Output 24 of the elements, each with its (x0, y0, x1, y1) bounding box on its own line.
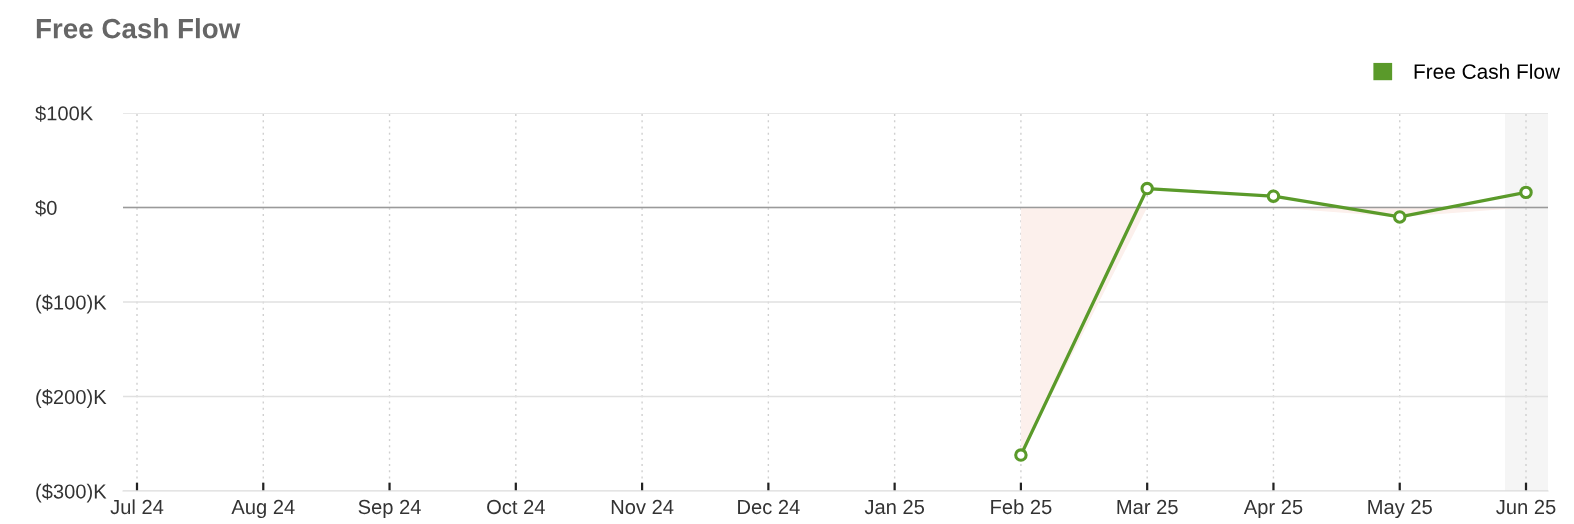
y-tick-label: $0 (35, 199, 57, 217)
y-tick-label: ($200)K (36, 389, 107, 409)
y-tick-label: $100K (35, 105, 94, 122)
point (1519, 185, 1533, 200)
x-tick-label: May 25 (1368, 499, 1432, 519)
x-tick-label: Mar 25 (1117, 499, 1178, 515)
x-tick-label: Jul 24 (110, 499, 164, 515)
point (1140, 181, 1154, 196)
x-tick-label: Jan 25 (864, 499, 925, 515)
x-tick-label: Oct 24 (487, 499, 545, 515)
x-tick-label: Aug 24 (231, 499, 295, 519)
x-tick-label: Sep 24 (358, 499, 421, 519)
x-tick-label: Apr 25 (1243, 499, 1303, 519)
point (1266, 189, 1281, 203)
legend-label: Free Cash Flow (1414, 63, 1561, 79)
x-tick-label: Dec 24 (738, 499, 800, 515)
x-tick-label: Feb 25 (991, 499, 1052, 515)
point (1014, 448, 1028, 462)
point (1392, 210, 1407, 224)
x-tick-label: Jun 25 (1496, 499, 1556, 515)
y-tick-label: ($100)K (36, 294, 107, 314)
chart-title: Free Cash Flow (36, 18, 241, 39)
x-tick-label: Nov 24 (611, 499, 674, 515)
y-tick-label: ($300)K (36, 483, 107, 503)
